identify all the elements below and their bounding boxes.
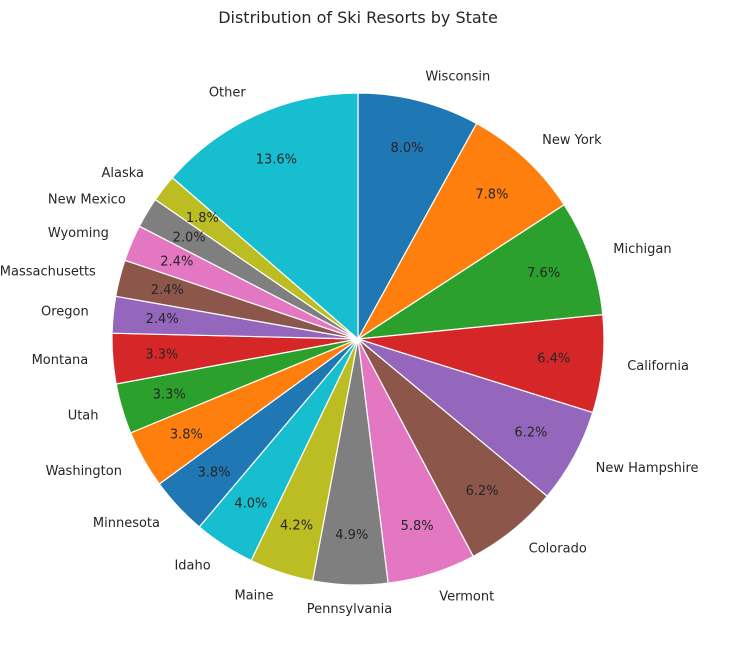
slice-label-massachusetts: Massachusetts bbox=[0, 265, 96, 280]
pct-label-oregon: 2.4% bbox=[146, 312, 179, 327]
pct-label-california: 6.4% bbox=[537, 352, 570, 367]
slice-label-oregon: Oregon bbox=[41, 305, 89, 320]
pct-label-massachusetts: 2.4% bbox=[151, 283, 184, 298]
slice-label-montana: Montana bbox=[32, 353, 89, 368]
slice-label-colorado: Colorado bbox=[529, 542, 587, 557]
slice-label-pennsylvania: Pennsylvania bbox=[307, 602, 392, 617]
pct-label-vermont: 5.8% bbox=[401, 519, 434, 534]
slice-label-wyoming: Wyoming bbox=[48, 226, 109, 241]
slice-label-michigan: Michigan bbox=[613, 242, 671, 257]
pct-label-idaho: 4.0% bbox=[234, 497, 267, 512]
pct-label-michigan: 7.6% bbox=[527, 266, 560, 281]
pct-label-utah: 3.3% bbox=[153, 387, 186, 402]
slice-label-new-york: New York bbox=[542, 133, 602, 148]
pct-label-other: 13.6% bbox=[256, 152, 297, 167]
slice-label-utah: Utah bbox=[68, 408, 99, 423]
slice-label-new-mexico: New Mexico bbox=[48, 193, 126, 208]
pct-label-pennsylvania: 4.9% bbox=[335, 528, 368, 543]
slice-label-alaska: Alaska bbox=[102, 166, 145, 181]
pct-label-wisconsin: 8.0% bbox=[390, 141, 423, 156]
pct-label-alaska: 1.8% bbox=[186, 211, 219, 226]
pct-label-montana: 3.3% bbox=[145, 347, 178, 362]
slice-label-other: Other bbox=[209, 85, 247, 100]
slice-label-idaho: Idaho bbox=[174, 559, 210, 574]
pie-slice-other bbox=[171, 92, 359, 341]
pct-label-new-mexico: 2.0% bbox=[173, 230, 206, 245]
pie-slices bbox=[111, 92, 605, 586]
pie-slice-wisconsin bbox=[357, 92, 478, 340]
slice-label-new-hampshire: New Hampshire bbox=[596, 461, 699, 476]
pie-slice-new-york bbox=[357, 122, 565, 340]
slice-label-maine: Maine bbox=[234, 589, 273, 604]
pct-label-washington: 3.8% bbox=[170, 428, 203, 443]
slice-label-wisconsin: Wisconsin bbox=[425, 69, 490, 84]
pct-label-colorado: 6.2% bbox=[466, 484, 499, 499]
chart-title: Distribution of Ski Resorts by State bbox=[218, 8, 498, 27]
slice-label-california: California bbox=[627, 359, 689, 374]
pie-slice-michigan bbox=[357, 203, 604, 340]
pct-label-minnesota: 3.8% bbox=[197, 466, 230, 481]
pie-labels: 8.0% Wisconsin 7.8% New York 7.6% Michigan 6.4… bbox=[0, 69, 699, 617]
slice-label-minnesota: Minnesota bbox=[93, 516, 160, 531]
slice-label-washington: Washington bbox=[46, 464, 122, 479]
pct-label-new-york: 7.8% bbox=[475, 187, 508, 202]
pct-label-new-hampshire: 6.2% bbox=[514, 426, 547, 441]
slice-label-vermont: Vermont bbox=[439, 590, 494, 605]
pct-label-wyoming: 2.4% bbox=[160, 255, 193, 270]
pct-label-maine: 4.2% bbox=[280, 518, 313, 533]
